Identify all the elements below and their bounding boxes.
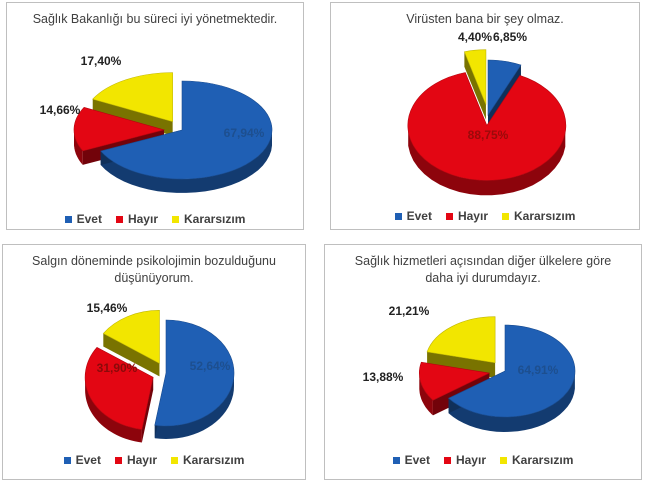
chart-panel-3: Salgın döneminde psikolojimin bozulduğun… bbox=[2, 244, 306, 480]
legend-swatch bbox=[114, 456, 122, 464]
legend-swatch bbox=[64, 215, 72, 223]
chart-legend: Evet Hayır Kararsızım bbox=[331, 209, 639, 223]
pie-slice-evet bbox=[487, 59, 522, 116]
pie-chart: 64,91% 13,88% 21,21% bbox=[363, 304, 576, 432]
pie-slice-edge bbox=[141, 377, 154, 443]
chart-panel-1: Sağlık Bakanlığı bu süreci iyi yönetmekt… bbox=[6, 2, 304, 230]
legend-swatch bbox=[500, 456, 507, 464]
data-label: 13,88% bbox=[363, 370, 404, 384]
chart-legend: Evet Hayır Kararsızım bbox=[325, 453, 641, 467]
legend-label: Evet bbox=[75, 453, 101, 467]
data-label: 64,91% bbox=[518, 363, 559, 377]
legend-swatch bbox=[172, 215, 179, 223]
legend-item-hayır: Hayır bbox=[443, 453, 486, 467]
chart-legend: Evet Hayır Kararsızım bbox=[3, 453, 305, 467]
legend-label: Hayır bbox=[455, 453, 486, 467]
legend-item-hayır: Hayır bbox=[445, 209, 488, 223]
data-label: 88,75% bbox=[468, 128, 509, 142]
legend-swatch bbox=[115, 215, 123, 223]
pie-slice-evet bbox=[448, 324, 576, 418]
chart-panel-2: Virüsten bana bir şey olmaz. 6,85% 88,75%… bbox=[330, 2, 640, 230]
legend-swatch bbox=[443, 456, 451, 464]
legend-item-kararsızım: Kararsızım bbox=[172, 212, 245, 226]
data-label: 15,46% bbox=[87, 301, 128, 315]
legend-item-evet: Evet bbox=[394, 209, 432, 223]
pie-slice-kararsızım bbox=[463, 49, 487, 105]
legend-item-hayır: Hayır bbox=[115, 212, 158, 226]
data-label: 31,90% bbox=[97, 361, 138, 375]
pie-slice-hayır bbox=[419, 361, 491, 401]
legend-label: Evet bbox=[76, 212, 102, 226]
legend-swatch bbox=[392, 456, 400, 464]
data-label: 67,94% bbox=[224, 126, 265, 140]
data-label: 17,40% bbox=[81, 54, 122, 68]
chart-title: Sağlık hizmetleri açısından diğer ülkele… bbox=[354, 254, 612, 285]
legend-label: Kararsızım bbox=[183, 453, 245, 467]
legend-item-kararsızım: Kararsızım bbox=[500, 453, 573, 467]
pie-slice-side-hayır bbox=[74, 129, 83, 165]
pie-slice-side-hayır bbox=[419, 373, 433, 416]
legend-label: Evet bbox=[406, 209, 432, 223]
legend-swatch bbox=[63, 456, 71, 464]
legend-label: Hayır bbox=[127, 212, 158, 226]
legend-item-kararsızım: Kararsızım bbox=[502, 209, 575, 223]
pie-slice-side-evet bbox=[154, 373, 234, 439]
data-label: 6,85% bbox=[493, 30, 527, 44]
pie-slice-hayır bbox=[84, 346, 154, 430]
pie-slice-hayır bbox=[73, 106, 166, 152]
chart-panel-4: Sağlık hizmetleri açısından diğer ülkele… bbox=[324, 244, 642, 480]
legend-label: Hayır bbox=[457, 209, 488, 223]
chart-title: Salgın döneminde psikolojimin bozulduğun… bbox=[32, 254, 276, 285]
pie-chart: 67,94% 14,66% 17,40% bbox=[40, 54, 273, 193]
pie-slice-side-hayır bbox=[85, 377, 142, 443]
data-label: 14,66% bbox=[40, 103, 81, 117]
pie-slice-side-evet bbox=[448, 373, 575, 432]
pie-slice-edge bbox=[464, 51, 486, 120]
legend-label: Kararsızım bbox=[514, 209, 576, 223]
legend-label: Kararsızım bbox=[512, 453, 574, 467]
pie-slice-evet bbox=[154, 319, 235, 427]
legend-label: Kararsızım bbox=[184, 212, 246, 226]
data-label: 4,40% bbox=[458, 30, 492, 44]
legend-label: Hayır bbox=[126, 453, 157, 467]
legend-label: Evet bbox=[404, 453, 430, 467]
legend-item-hayır: Hayır bbox=[114, 453, 157, 467]
data-label: 52,64% bbox=[190, 359, 231, 373]
legend-swatch bbox=[394, 212, 402, 220]
legend-item-evet: Evet bbox=[63, 453, 101, 467]
chart-title: Virüsten bana bir şey olmaz. bbox=[406, 12, 564, 26]
legend-item-evet: Evet bbox=[392, 453, 430, 467]
legend-swatch bbox=[171, 456, 178, 464]
legend-item-evet: Evet bbox=[64, 212, 102, 226]
pie-slice-side-evet bbox=[100, 131, 272, 193]
legend-swatch bbox=[445, 212, 453, 220]
chart-legend: Evet Hayır Kararsızım bbox=[7, 212, 303, 226]
pie-chart: 6,85% 88,75% 4,40% bbox=[407, 30, 567, 196]
data-label: 21,21% bbox=[389, 304, 430, 318]
pie-slice-hayır bbox=[407, 72, 567, 181]
pie-slice-evet bbox=[100, 80, 273, 180]
pie-slice-kararsızım bbox=[426, 316, 496, 364]
pie-chart: 52,64% 31,90% 15,46% bbox=[84, 301, 235, 443]
legend-item-kararsızım: Kararsızım bbox=[171, 453, 244, 467]
pie-slice-edge bbox=[103, 333, 160, 377]
pie-slice-kararsızım bbox=[92, 72, 173, 123]
pie-slice-side-hayır bbox=[408, 130, 566, 196]
pie-slice-kararsızım bbox=[102, 310, 160, 364]
chart-title: Sağlık Bakanlığı bu süreci iyi yönetmekt… bbox=[32, 12, 278, 26]
legend-swatch bbox=[502, 212, 509, 220]
